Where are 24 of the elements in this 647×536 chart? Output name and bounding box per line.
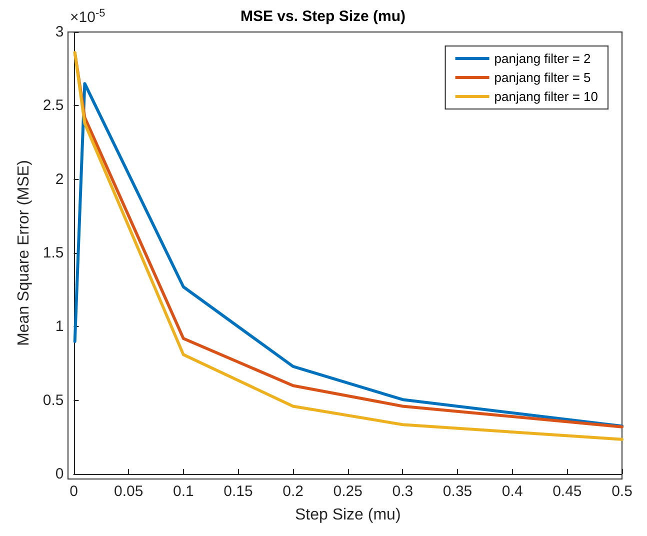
x-tick-label: 0.3 (392, 483, 414, 500)
x-tick-label: 0.25 (333, 483, 362, 500)
y-axis-title: Mean Square Error (MSE) (16, 160, 32, 346)
y-tick-label: 1 (55, 318, 64, 336)
x-tick-label: 0.45 (552, 483, 582, 500)
y-tick-label: 0.5 (42, 392, 64, 409)
chart-title: MSE vs. Step Size (mu) (240, 8, 406, 25)
legend-label: panjang filter = 10 (494, 89, 598, 104)
x-tick-label: 0 (70, 483, 78, 500)
y-tick-label: 3 (55, 24, 64, 40)
x-tick-label: 0.2 (282, 483, 304, 500)
y-tick-label: 0 (55, 466, 64, 482)
x-tick-label: 0.5 (612, 483, 632, 500)
x-axis-title: Step Size (mu) (294, 506, 401, 524)
x-tick-label: 0.1 (172, 483, 194, 500)
x-tick-label: 0.15 (224, 483, 253, 500)
y-tick-label: 1.5 (42, 244, 64, 262)
legend-label: panjang filter = 5 (494, 70, 591, 85)
y-tick-label: 2 (55, 170, 64, 188)
legend-label: panjang filter = 2 (494, 51, 591, 66)
x-tick-label: 0.05 (114, 483, 144, 500)
x-tick-label: 0.35 (442, 483, 472, 500)
y-tick-label: 2.5 (42, 97, 64, 114)
x-tick-label: 0.4 (502, 483, 523, 500)
